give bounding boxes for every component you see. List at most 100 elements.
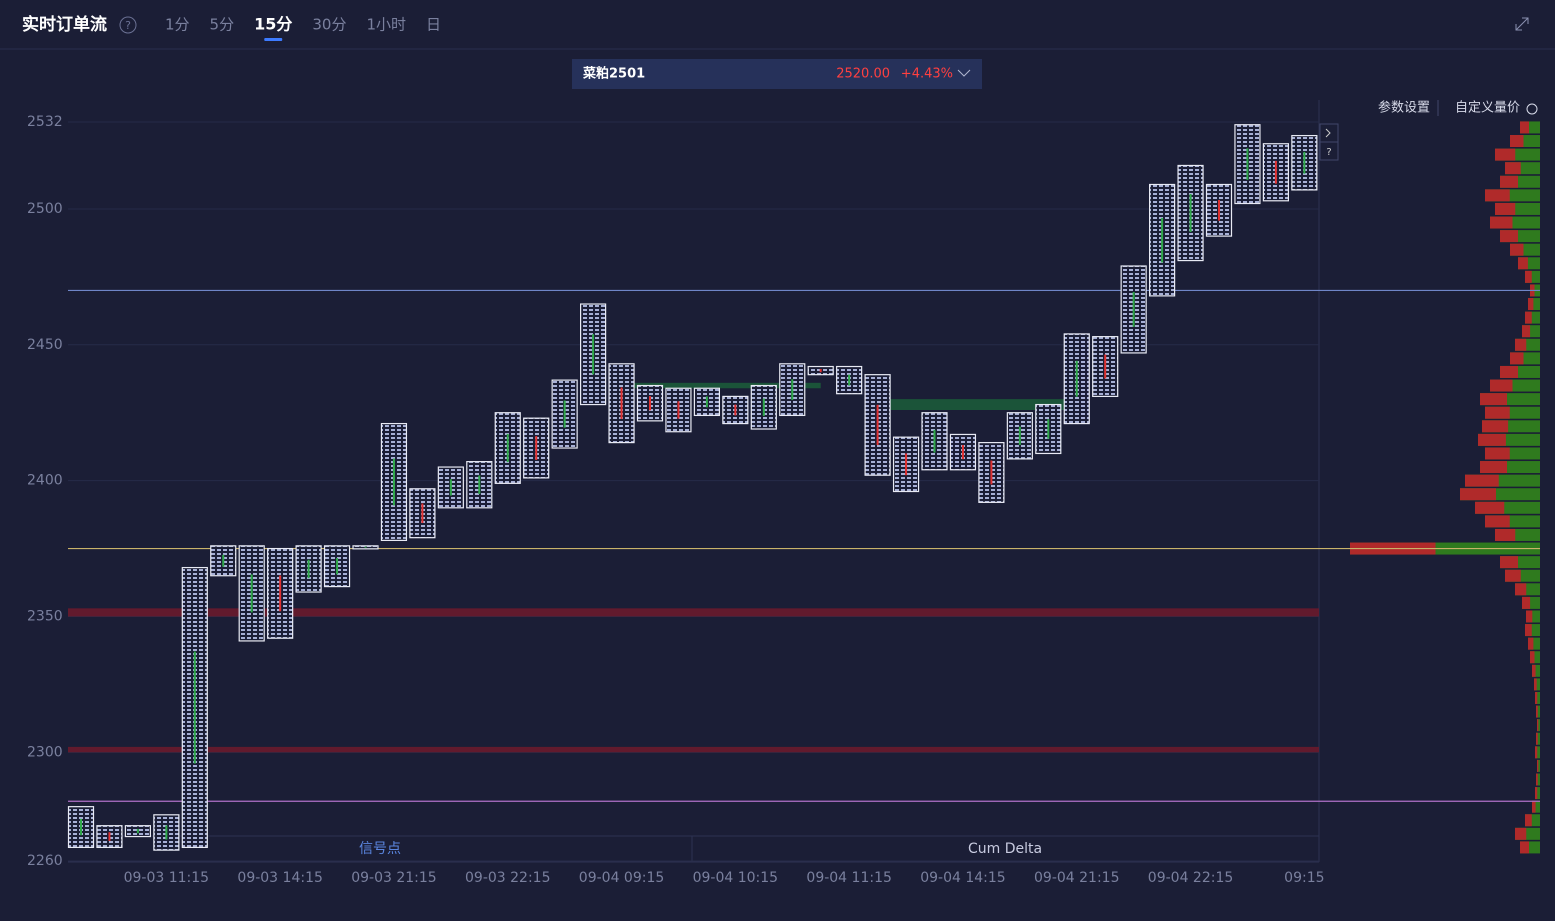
profile-sell — [1518, 257, 1528, 270]
profile-sell — [1480, 461, 1507, 474]
profile-sell — [1515, 827, 1527, 840]
y-tick-label: 2260 — [27, 853, 63, 869]
profile-sell — [1485, 189, 1510, 202]
profile-sell — [1480, 393, 1507, 406]
profile-sell — [1525, 624, 1532, 637]
x-tick-label: 09-03 14:15 — [237, 870, 322, 886]
ticker-name: 菜粕2501 — [582, 66, 645, 82]
y-tick-label: 2532 — [27, 114, 63, 130]
profile-sell — [1520, 121, 1529, 134]
zone — [877, 399, 1077, 410]
timeframe-tab[interactable]: 1小时 — [366, 16, 406, 34]
profile-sell — [1500, 230, 1518, 243]
profile-sell — [1475, 501, 1505, 514]
profile-bar — [1534, 678, 1540, 691]
profile-sell — [1485, 406, 1510, 419]
x-tick-label: 09-04 11:15 — [806, 870, 891, 886]
y-tick-label: 2500 — [27, 201, 63, 217]
profile-sell — [1536, 705, 1538, 718]
profile-sell — [1500, 365, 1518, 378]
profile-sell — [1522, 325, 1531, 338]
profile-sell — [1532, 800, 1536, 813]
settings-icon[interactable] — [1526, 103, 1538, 115]
timeframe-tab[interactable]: 30分 — [312, 16, 346, 34]
profile-sell — [1536, 773, 1538, 786]
timeframe-tab[interactable]: 15分 — [254, 15, 292, 34]
profile-sell — [1482, 420, 1509, 433]
profile-sell — [1528, 637, 1534, 650]
zone — [621, 382, 821, 389]
y-tick-label: 2350 — [27, 608, 63, 624]
profile-sell — [1528, 298, 1534, 311]
timeframe-tab[interactable]: 5分 — [210, 16, 235, 34]
help-button-mark: ? — [1326, 147, 1331, 158]
y-tick-label: 2300 — [27, 744, 63, 760]
profile-bar — [1535, 787, 1540, 800]
profile-sell — [1500, 175, 1518, 188]
help-icon[interactable] — [119, 16, 137, 34]
panel-tab[interactable]: Cum Delta — [968, 841, 1042, 857]
profile-bar — [1537, 759, 1540, 772]
dropdown[interactable] — [957, 69, 971, 77]
profile-sell — [1495, 202, 1516, 215]
profile-sell — [1536, 732, 1538, 745]
profile-sell — [1525, 270, 1532, 283]
help-button[interactable] — [1319, 141, 1339, 161]
x-tick-label: 09-04 21:15 — [1034, 870, 1119, 886]
ticker-change: +4.43% — [901, 67, 953, 82]
timeframe-tab[interactable]: 日 — [426, 16, 441, 34]
zone — [68, 746, 1319, 753]
params-button[interactable]: 参数设置 — [1378, 100, 1430, 116]
x-tick-label: 09-04 09:15 — [579, 870, 664, 886]
profile-bar — [1535, 746, 1540, 759]
profile-sell — [1525, 311, 1532, 324]
profile-sell — [1534, 678, 1537, 691]
profile-sell — [1465, 474, 1499, 487]
expand-icon — [1325, 128, 1331, 138]
profile-sell — [1526, 610, 1533, 623]
panel-tab[interactable]: 信号点 — [359, 841, 401, 857]
profile-bar — [1532, 664, 1540, 677]
profile-sell — [1485, 447, 1510, 460]
x-tick-label: 09-04 14:15 — [920, 870, 1005, 886]
footprint-bar — [523, 417, 550, 479]
collapse-icon[interactable] — [1515, 17, 1529, 31]
x-tick-label: 09-03 22:15 — [465, 870, 550, 886]
profile-sell — [1500, 556, 1518, 569]
ticker-box[interactable] — [572, 59, 982, 89]
profile-sell — [1505, 569, 1521, 582]
y-tick-label: 2400 — [27, 473, 63, 489]
profile-sell — [1522, 596, 1531, 609]
footprint-bar — [1205, 183, 1233, 237]
profile-sell — [1510, 243, 1524, 256]
active-underline — [264, 38, 283, 41]
custom-button[interactable]: 自定义量价 — [1455, 101, 1520, 116]
profile-sell — [1510, 135, 1524, 148]
timeframe-tab[interactable]: 1分 — [165, 16, 190, 34]
profile-sell — [1495, 148, 1516, 161]
profile-bar — [1535, 691, 1540, 704]
expand-button[interactable] — [1319, 123, 1339, 143]
profile-sell — [1515, 583, 1527, 596]
profile-sell — [1537, 719, 1539, 732]
profile-bar — [1530, 651, 1540, 664]
x-tick-label: 09:15 — [1284, 870, 1324, 886]
footprint-bar — [67, 806, 95, 849]
profile-sell — [1537, 759, 1539, 772]
profile-bar — [1536, 773, 1540, 786]
title: 实时订单流 — [22, 14, 107, 35]
profile-sell — [1515, 338, 1527, 351]
profile-sell — [1525, 814, 1532, 827]
x-tick-label: 09-03 11:15 — [124, 870, 209, 886]
profile-sell — [1485, 515, 1510, 528]
profile-bar — [1537, 719, 1540, 732]
profile-bar — [1532, 800, 1540, 813]
help-mark: ? — [125, 19, 131, 32]
profile-sell — [1505, 162, 1521, 175]
profile-bar — [1536, 705, 1540, 718]
x-tick-label: 09-04 10:15 — [693, 870, 778, 886]
profile-sell — [1460, 488, 1496, 501]
profile-sell — [1535, 691, 1538, 704]
y-tick-label: 2450 — [27, 337, 63, 353]
